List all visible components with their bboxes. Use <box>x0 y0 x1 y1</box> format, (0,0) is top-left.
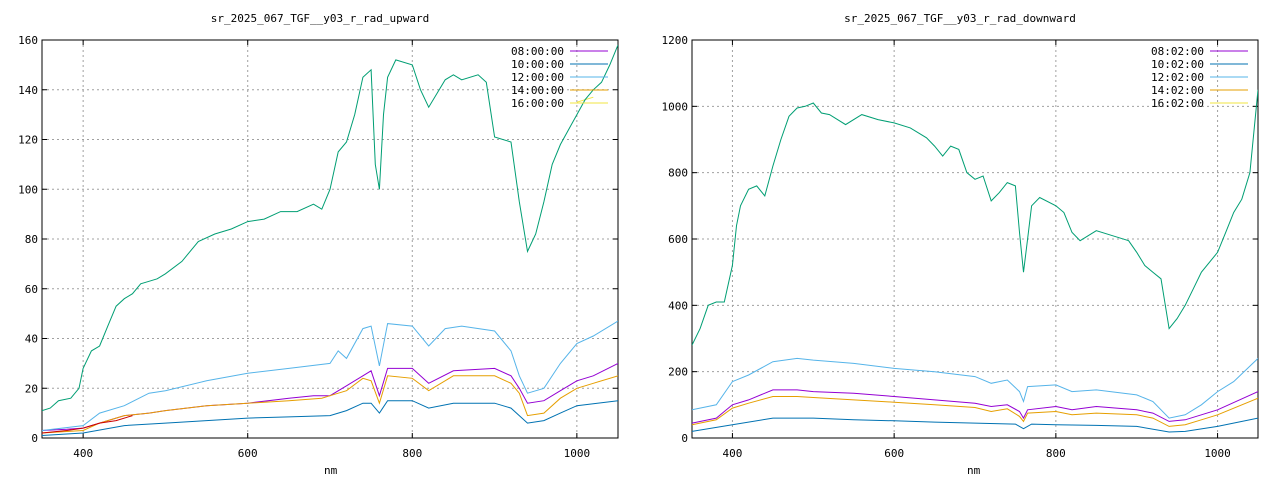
legend-label: 12:00:00 <box>511 71 564 84</box>
y-tick-label: 100 <box>18 183 38 196</box>
series-line-14-02-00 <box>692 396 1258 427</box>
y-tick-label: 120 <box>18 134 38 147</box>
x-axis-label: nm <box>324 464 338 477</box>
legend-label: 12:02:00 <box>1151 71 1204 84</box>
x-tick-label: 800 <box>402 447 422 460</box>
legend-label: 10:00:00 <box>511 58 564 71</box>
x-tick-label: 400 <box>73 447 93 460</box>
y-tick-label: 800 <box>668 167 688 180</box>
x-tick-label: 800 <box>1046 447 1066 460</box>
legend-label: 14:00:00 <box>511 84 564 97</box>
series-line-unnamed-5 <box>42 415 133 434</box>
x-tick-label: 400 <box>722 447 742 460</box>
series-line-08-00-00 <box>42 362 618 431</box>
legend-label: 14:02:00 <box>1151 84 1204 97</box>
y-tick-label: 60 <box>25 283 38 296</box>
y-tick-label: 140 <box>18 84 38 97</box>
chart-plot-downward: 400 600 800 1000 0 200 400 600 800 1000 1200 08:02:… <box>662 34 1259 460</box>
chart-plot-upward: 400 600 800 1000 0 20 40 60 80 100 120 140 160 08:00:… <box>18 34 619 460</box>
series-line-10-02-00 <box>692 417 1258 433</box>
y-tick-label: 0 <box>31 432 38 445</box>
series-line-08-02-00 <box>692 389 1258 424</box>
y-tick-label: 400 <box>668 299 688 312</box>
chart-title: sr_2025_067_TGF__y03_r_rad_upward <box>210 12 430 25</box>
y-tick-label: 1200 <box>662 34 689 47</box>
x-tick-label: 600 <box>238 447 258 460</box>
y-tick-label: 160 <box>18 34 38 47</box>
legend-label: 08:02:00 <box>1151 45 1204 58</box>
y-tick-label: 40 <box>25 333 38 346</box>
y-tick-label: 600 <box>668 233 688 246</box>
y-tick-label: 0 <box>681 432 688 445</box>
series-line-14-00-00 <box>42 375 618 434</box>
chart-panel-upward: sr_2025_067_TGF__y03_r_rad_upward 400 600… <box>18 12 619 477</box>
series-line-unnamed-6 <box>42 44 618 412</box>
y-tick-label: 80 <box>25 233 38 246</box>
series-line-10-00-00 <box>42 400 618 436</box>
x-tick-label: 1000 <box>1204 447 1231 460</box>
y-tick-label: 20 <box>25 382 38 395</box>
series-line-12-02-00 <box>692 357 1258 419</box>
chart-panel-downward: sr_2025_067_TGF__y03_r_rad_downward 400 6… <box>640 0 1280 480</box>
legend-label: 08:00:00 <box>511 45 564 58</box>
chart-title: sr_2025_067_TGF__y03_r_rad_downward <box>844 12 1076 25</box>
x-axis-label: nm <box>967 464 981 477</box>
legend-label: 10:02:00 <box>1151 58 1204 71</box>
series-line-12-00-00 <box>42 320 618 431</box>
y-tick-label: 1000 <box>662 100 689 113</box>
legend-label: 16:02:00 <box>1151 97 1204 110</box>
y-tick-label: 200 <box>668 366 688 379</box>
series-line-unnamed-5 <box>692 89 1258 346</box>
x-tick-label: 1000 <box>564 447 591 460</box>
x-tick-label: 600 <box>884 447 904 460</box>
legend-label: 16:00:00 <box>511 97 564 110</box>
